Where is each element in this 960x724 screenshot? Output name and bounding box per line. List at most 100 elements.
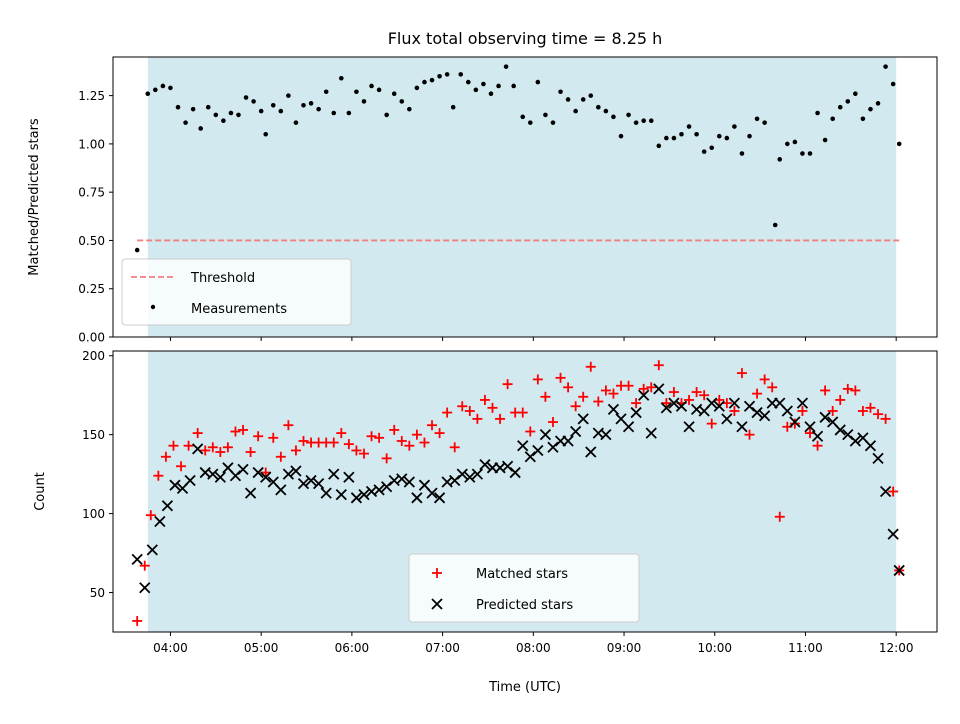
count-x-ticks: 04:00 05:00 06:00 07:00 08:00 09:00 10:00 11:00… xyxy=(153,632,913,655)
predicted-star-point-b xyxy=(736,421,748,433)
predicted-star-point-b xyxy=(192,443,204,455)
predicted-star-point-b xyxy=(282,468,295,480)
predicted-star-point-b xyxy=(214,471,226,483)
matched-star-point xyxy=(850,385,861,396)
measurement-point xyxy=(845,99,851,104)
matched-star-point xyxy=(139,560,150,571)
matched-star-point xyxy=(820,385,831,396)
predicted-star-point xyxy=(759,410,771,422)
measurement-point xyxy=(588,93,594,98)
predicted-star-point-b xyxy=(607,403,620,416)
predicted-star-point xyxy=(577,413,589,425)
predicted-star-point-b xyxy=(252,466,264,479)
count-x-tick-label: 12:00 xyxy=(879,641,914,655)
matched-star-point xyxy=(547,417,558,428)
predicted-star-point-b xyxy=(267,476,279,488)
matched-star-point xyxy=(827,405,838,416)
predicted-star-point-b xyxy=(403,476,415,488)
measurement-point xyxy=(777,157,783,162)
predicted-star-point xyxy=(893,564,905,577)
legend-predicted-marker-b xyxy=(431,598,443,610)
measurement-point xyxy=(496,83,501,89)
measurement-point xyxy=(134,247,140,253)
predicted-star-point xyxy=(660,402,673,414)
predicted-star-point xyxy=(131,553,143,566)
measurement-point xyxy=(354,89,359,95)
predicted-star-point-b xyxy=(290,465,302,477)
measurement-point xyxy=(785,141,790,147)
measurement-point xyxy=(664,135,669,141)
measurement-point xyxy=(868,106,873,112)
count-x-tick-label: 08:00 xyxy=(516,641,551,655)
measurement-point xyxy=(145,91,151,96)
measurement-point xyxy=(648,118,654,124)
predicted-star-point-b xyxy=(879,485,892,498)
matched-star-point xyxy=(540,391,551,402)
measurement-point xyxy=(316,106,321,112)
predicted-star-point xyxy=(146,544,158,556)
predicted-star-point xyxy=(290,465,302,477)
measurement-point xyxy=(527,120,533,125)
matched-star-point xyxy=(336,428,347,439)
measurement-point xyxy=(331,110,337,116)
legend-matched-swatch xyxy=(432,568,442,578)
measurement-point xyxy=(611,114,616,120)
predicted-star-point xyxy=(411,492,423,504)
predicted-star-point xyxy=(789,416,801,428)
measurement-point xyxy=(792,139,798,145)
predicted-star-point xyxy=(887,528,899,540)
predicted-star-point xyxy=(630,406,642,419)
count-x-tick-label: 04:00 xyxy=(153,641,188,655)
matched-stars-points xyxy=(132,360,905,626)
predicted-star-point-b xyxy=(834,424,846,436)
matched-star-point xyxy=(268,432,279,443)
count-x-tick-label: 05:00 xyxy=(244,641,279,655)
matched-star-point xyxy=(419,437,430,448)
predicted-star-point-b xyxy=(441,476,453,488)
measurement-point xyxy=(444,72,450,77)
measurement-point xyxy=(626,112,631,118)
predicted-star-point-b xyxy=(827,416,839,428)
predicted-star-point-b xyxy=(471,468,484,480)
measurement-point xyxy=(414,85,420,91)
measurement-point xyxy=(520,114,526,120)
predicted-star-point-b xyxy=(494,462,506,474)
measurement-point xyxy=(481,81,486,87)
measurement-point xyxy=(369,83,374,89)
matched-star-point xyxy=(812,440,823,451)
measurement-point xyxy=(251,99,256,104)
predicted-star-point-b xyxy=(600,429,612,441)
legend-measurements-swatch xyxy=(150,304,156,310)
matched-star-point xyxy=(600,385,611,396)
measurement-point xyxy=(183,120,188,125)
predicted-star-point-b xyxy=(509,466,521,479)
measurement-point xyxy=(205,104,211,110)
measurement-point xyxy=(190,106,196,112)
matched-star-point xyxy=(495,413,506,424)
measurement-point xyxy=(361,99,367,104)
count-axes-frame xyxy=(112,350,938,633)
measurement-point xyxy=(580,97,586,102)
predicted-star-point-b xyxy=(456,468,468,480)
count-x-tick-label: 07:00 xyxy=(425,641,460,655)
measurement-point xyxy=(376,87,382,93)
predicted-star-point xyxy=(161,500,174,512)
predicted-star-point xyxy=(849,435,861,447)
predicted-star-point-b xyxy=(713,400,725,412)
matched-star-point xyxy=(873,409,884,420)
predicted-star-point xyxy=(562,435,574,447)
measurement-point xyxy=(503,64,509,69)
predicted-star-point-b xyxy=(804,421,816,433)
matched-star-point xyxy=(684,394,695,405)
predicted-star-point-b xyxy=(811,430,824,442)
ratio-y-tick-label: 0.00 xyxy=(78,331,105,345)
matched-star-point xyxy=(253,431,264,442)
predicted-star-point xyxy=(721,413,733,425)
matched-star-point xyxy=(585,361,596,372)
matched-star-point xyxy=(752,388,763,399)
matched-star-point xyxy=(200,445,211,456)
matched-star-point xyxy=(283,420,294,431)
predicted-star-point-b xyxy=(857,432,869,444)
measurement-point xyxy=(339,75,344,81)
